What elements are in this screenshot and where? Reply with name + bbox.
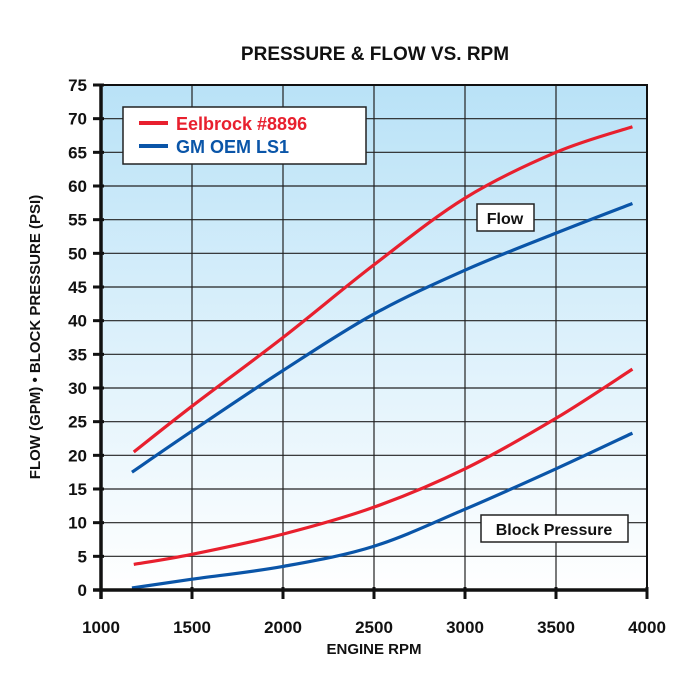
flow-annotation-text: Flow	[487, 211, 524, 228]
legend-label-gm: GM OEM LS1	[176, 137, 289, 157]
x-tick-label: 1500	[173, 618, 211, 637]
block-pressure-eelbrock-8896-line	[133, 367, 634, 566]
y-tick-label: 30	[68, 379, 87, 398]
y-tick-label: 50	[68, 244, 87, 263]
legend: Eelbrock #8896 GM OEM LS1	[122, 106, 367, 165]
y-tick-label: 20	[68, 446, 87, 465]
y-tick-label: 60	[68, 177, 87, 196]
y-tick-label: 0	[78, 581, 87, 600]
x-tick-label: 3000	[446, 618, 484, 637]
y-tick-label: 35	[68, 345, 87, 364]
y-tick-label: 40	[68, 312, 87, 331]
y-tick-label: 10	[68, 514, 87, 533]
block-pressure-gm-oem-ls1-line	[131, 431, 634, 590]
x-tick-label: 4000	[628, 618, 666, 637]
block-pressure-annotation-text: Block Pressure	[496, 522, 613, 539]
y-tick-label: 65	[68, 143, 87, 162]
y-tick-label: 45	[68, 278, 87, 297]
y-axis-label: FLOW (GPM) • BLOCK PRESSURE (PSI)	[27, 195, 44, 479]
x-tick-label: 1000	[82, 618, 120, 637]
flow-annotation: Flow	[476, 203, 535, 232]
flow-gm-oem-ls1-line	[131, 202, 634, 474]
x-tick-label: 2500	[355, 618, 393, 637]
y-tick-label: 55	[68, 211, 87, 230]
x-axis-label: ENGINE RPM	[326, 641, 421, 658]
y-tick-label: 15	[68, 480, 87, 499]
x-tick-label: 2000	[264, 618, 302, 637]
y-tick-label: 5	[78, 547, 87, 566]
flow-eelbrock-8896-line	[132, 125, 633, 454]
x-tick-label: 3500	[537, 618, 575, 637]
block-pressure-annotation: Block Pressure	[480, 514, 629, 543]
legend-label-eelbrock: Eelbrock #8896	[176, 114, 307, 134]
y-tick-label: 25	[68, 413, 87, 432]
chart-title: PRESSURE & FLOW VS. RPM	[241, 44, 509, 65]
y-tick-label: 70	[68, 110, 87, 129]
y-tick-label: 75	[68, 76, 87, 95]
